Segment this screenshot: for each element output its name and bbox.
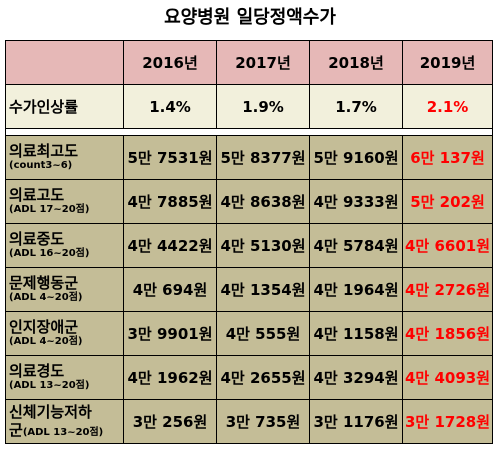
row-sublabel: (ADL 13~20점) [22, 427, 104, 438]
row-label-cell: 의료경도 (ADL 13~20점) [5, 355, 124, 400]
fee-cell: 4만 6601원 [402, 223, 493, 268]
row-label-cell: 신체기능저하 군(ADL 13~20점) [5, 399, 124, 444]
row-sublabel: (ADL 13~20점) [9, 380, 90, 391]
fee-cell: 4만 4093원 [402, 355, 493, 400]
row-label: 문제행동군 [9, 274, 79, 292]
row-sublabel: (ADL 17~20점) [9, 204, 90, 215]
fee-cell: 4만 7885원 [123, 179, 217, 224]
fee-cell: 4만 1856원 [402, 311, 493, 356]
year-header: 2019년 [402, 40, 493, 85]
row-label-cell: 문제행동군 (ADL 4~20점) [5, 267, 124, 312]
fee-cell: 4만 5130원 [216, 223, 310, 268]
fee-table: 2016년 2017년 2018년 2019년 수가인상률 1.4% 1.9% … [5, 40, 493, 444]
fee-cell: 4만 2655원 [216, 355, 310, 400]
year-header: 2016년 [123, 40, 217, 85]
row-sublabel: (count3~6) [9, 160, 73, 171]
rate-label: 수가인상률 [5, 84, 124, 129]
fee-cell: 4만 555원 [216, 311, 310, 356]
fee-cell: 4만 2726원 [402, 267, 493, 312]
header-corner-cell [5, 40, 124, 85]
fee-cell: 4만 3294원 [309, 355, 403, 400]
header-row: 2016년 2017년 2018년 2019년 [5, 40, 493, 85]
fee-cell: 4만 694원 [123, 267, 217, 312]
table-row: 의료중도 (ADL 16~20점) 4만 4422원 4만 5130원 4만 5… [5, 223, 493, 268]
row-sublabel: (ADL 4~20점) [9, 292, 83, 303]
row-label: 인지장애군 [9, 318, 79, 336]
table-row: 신체기능저하 군(ADL 13~20점) 3만 256원 3만 735원 3만 … [5, 399, 493, 444]
table-row: 의료경도 (ADL 13~20점) 4만 1962원 4만 2655원 4만 3… [5, 355, 493, 400]
fee-cell: 4만 1964원 [309, 267, 403, 312]
row-sublabel: (ADL 16~20점) [9, 248, 90, 259]
fee-cell: 3만 1176원 [309, 399, 403, 444]
fee-cell: 4만 5784원 [309, 223, 403, 268]
fee-cell: 5만 7531원 [123, 135, 217, 180]
fee-cell: 5만 9160원 [309, 135, 403, 180]
table-row: 인지장애군 (ADL 4~20점) 3만 9901원 4만 555원 4만 11… [5, 311, 493, 356]
rate-value: 1.4% [123, 84, 217, 129]
row-label-cell: 의료고도 (ADL 17~20점) [5, 179, 124, 224]
table-row: 문제행동군 (ADL 4~20점) 4만 694원 4만 1354원 4만 19… [5, 267, 493, 312]
rate-value: 1.9% [216, 84, 310, 129]
fee-cell: 3만 1728원 [402, 399, 493, 444]
row-label-cell: 인지장애군 (ADL 4~20점) [5, 311, 124, 356]
year-header: 2017년 [216, 40, 310, 85]
spacer-cell [5, 128, 493, 136]
spacer-row [5, 128, 493, 136]
table-row: 의료고도 (ADL 17~20점) 4만 7885원 4만 8638원 4만 9… [5, 179, 493, 224]
fee-cell: 3만 735원 [216, 399, 310, 444]
row-label: 의료고도 [9, 186, 65, 204]
row-label-cell: 의료최고도 (count3~6) [5, 135, 124, 180]
rate-value: 2.1% [402, 84, 493, 129]
fee-cell: 4만 4422원 [123, 223, 217, 268]
row-label: 의료중도 [9, 230, 65, 248]
row-label: 의료경도 [9, 362, 65, 380]
year-header: 2018년 [309, 40, 403, 85]
row-label-cell: 의료중도 (ADL 16~20점) [5, 223, 124, 268]
fee-cell: 6만 137원 [402, 135, 493, 180]
fee-cell: 5만 8377원 [216, 135, 310, 180]
fee-cell: 4만 1354원 [216, 267, 310, 312]
page-title: 요양병원 일당정액수가 [164, 7, 336, 28]
table-row: 의료최고도 (count3~6) 5만 7531원 5만 8377원 5만 91… [5, 135, 493, 180]
row-label: 신체기능저하 [9, 403, 92, 421]
fee-cell: 3만 256원 [123, 399, 217, 444]
rate-row: 수가인상률 1.4% 1.9% 1.7% 2.1% [5, 84, 493, 129]
fee-cell: 3만 9901원 [123, 311, 217, 356]
fee-cell: 4만 1158원 [309, 311, 403, 356]
fee-cell: 5만 202원 [402, 179, 493, 224]
row-label-cont: 군 [9, 421, 23, 439]
fee-cell: 4만 8638원 [216, 179, 310, 224]
fee-cell: 4만 9333원 [309, 179, 403, 224]
fee-cell: 4만 1962원 [123, 355, 217, 400]
row-label: 의료최고도 [9, 142, 79, 160]
rate-value: 1.7% [309, 84, 403, 129]
row-sublabel: (ADL 4~20점) [9, 336, 83, 347]
